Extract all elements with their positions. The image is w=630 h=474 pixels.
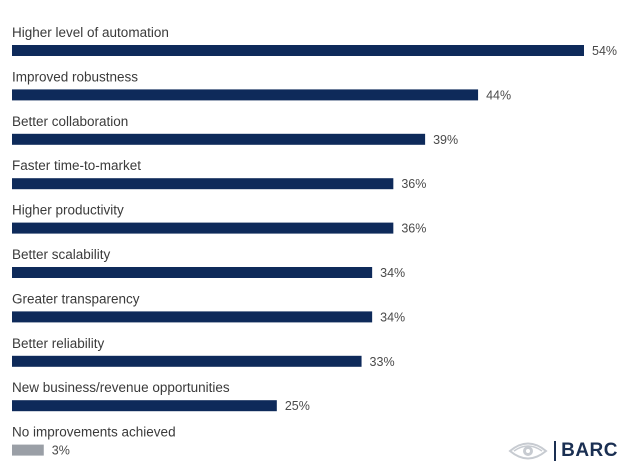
eye-icon	[508, 442, 548, 460]
bar	[12, 45, 584, 56]
value-label: 54%	[592, 44, 617, 58]
category-label: Greater transparency	[12, 291, 140, 306]
category-label: Higher level of automation	[12, 25, 169, 40]
value-label: 33%	[370, 355, 395, 369]
bar	[12, 133, 426, 145]
value-label: 34%	[380, 310, 405, 324]
value-label: 39%	[433, 133, 458, 147]
bar	[12, 222, 394, 234]
bar	[12, 89, 479, 101]
category-label: Improved robustness	[12, 69, 138, 84]
category-label: Higher productivity	[12, 203, 124, 218]
logo-text: BARC	[554, 441, 618, 461]
bar	[12, 444, 44, 456]
bar	[12, 267, 373, 278]
bar	[12, 400, 277, 412]
bar	[12, 311, 373, 323]
value-label: 34%	[380, 266, 405, 280]
value-label: 3%	[52, 444, 70, 458]
category-label: Better reliability	[12, 336, 105, 351]
category-label: No improvements achieved	[12, 425, 176, 440]
category-label: Better scalability	[12, 247, 111, 262]
bar	[12, 178, 394, 190]
value-label: 36%	[401, 177, 426, 191]
bar	[12, 355, 362, 367]
category-label: Faster time-to-market	[12, 158, 141, 173]
category-label: Better collaboration	[12, 114, 128, 129]
category-label: New business/revenue opportunities	[12, 380, 230, 395]
value-label: 44%	[486, 88, 511, 102]
value-label: 36%	[401, 222, 426, 236]
value-label: 25%	[285, 399, 310, 413]
barc-logo: BARC	[508, 440, 618, 462]
